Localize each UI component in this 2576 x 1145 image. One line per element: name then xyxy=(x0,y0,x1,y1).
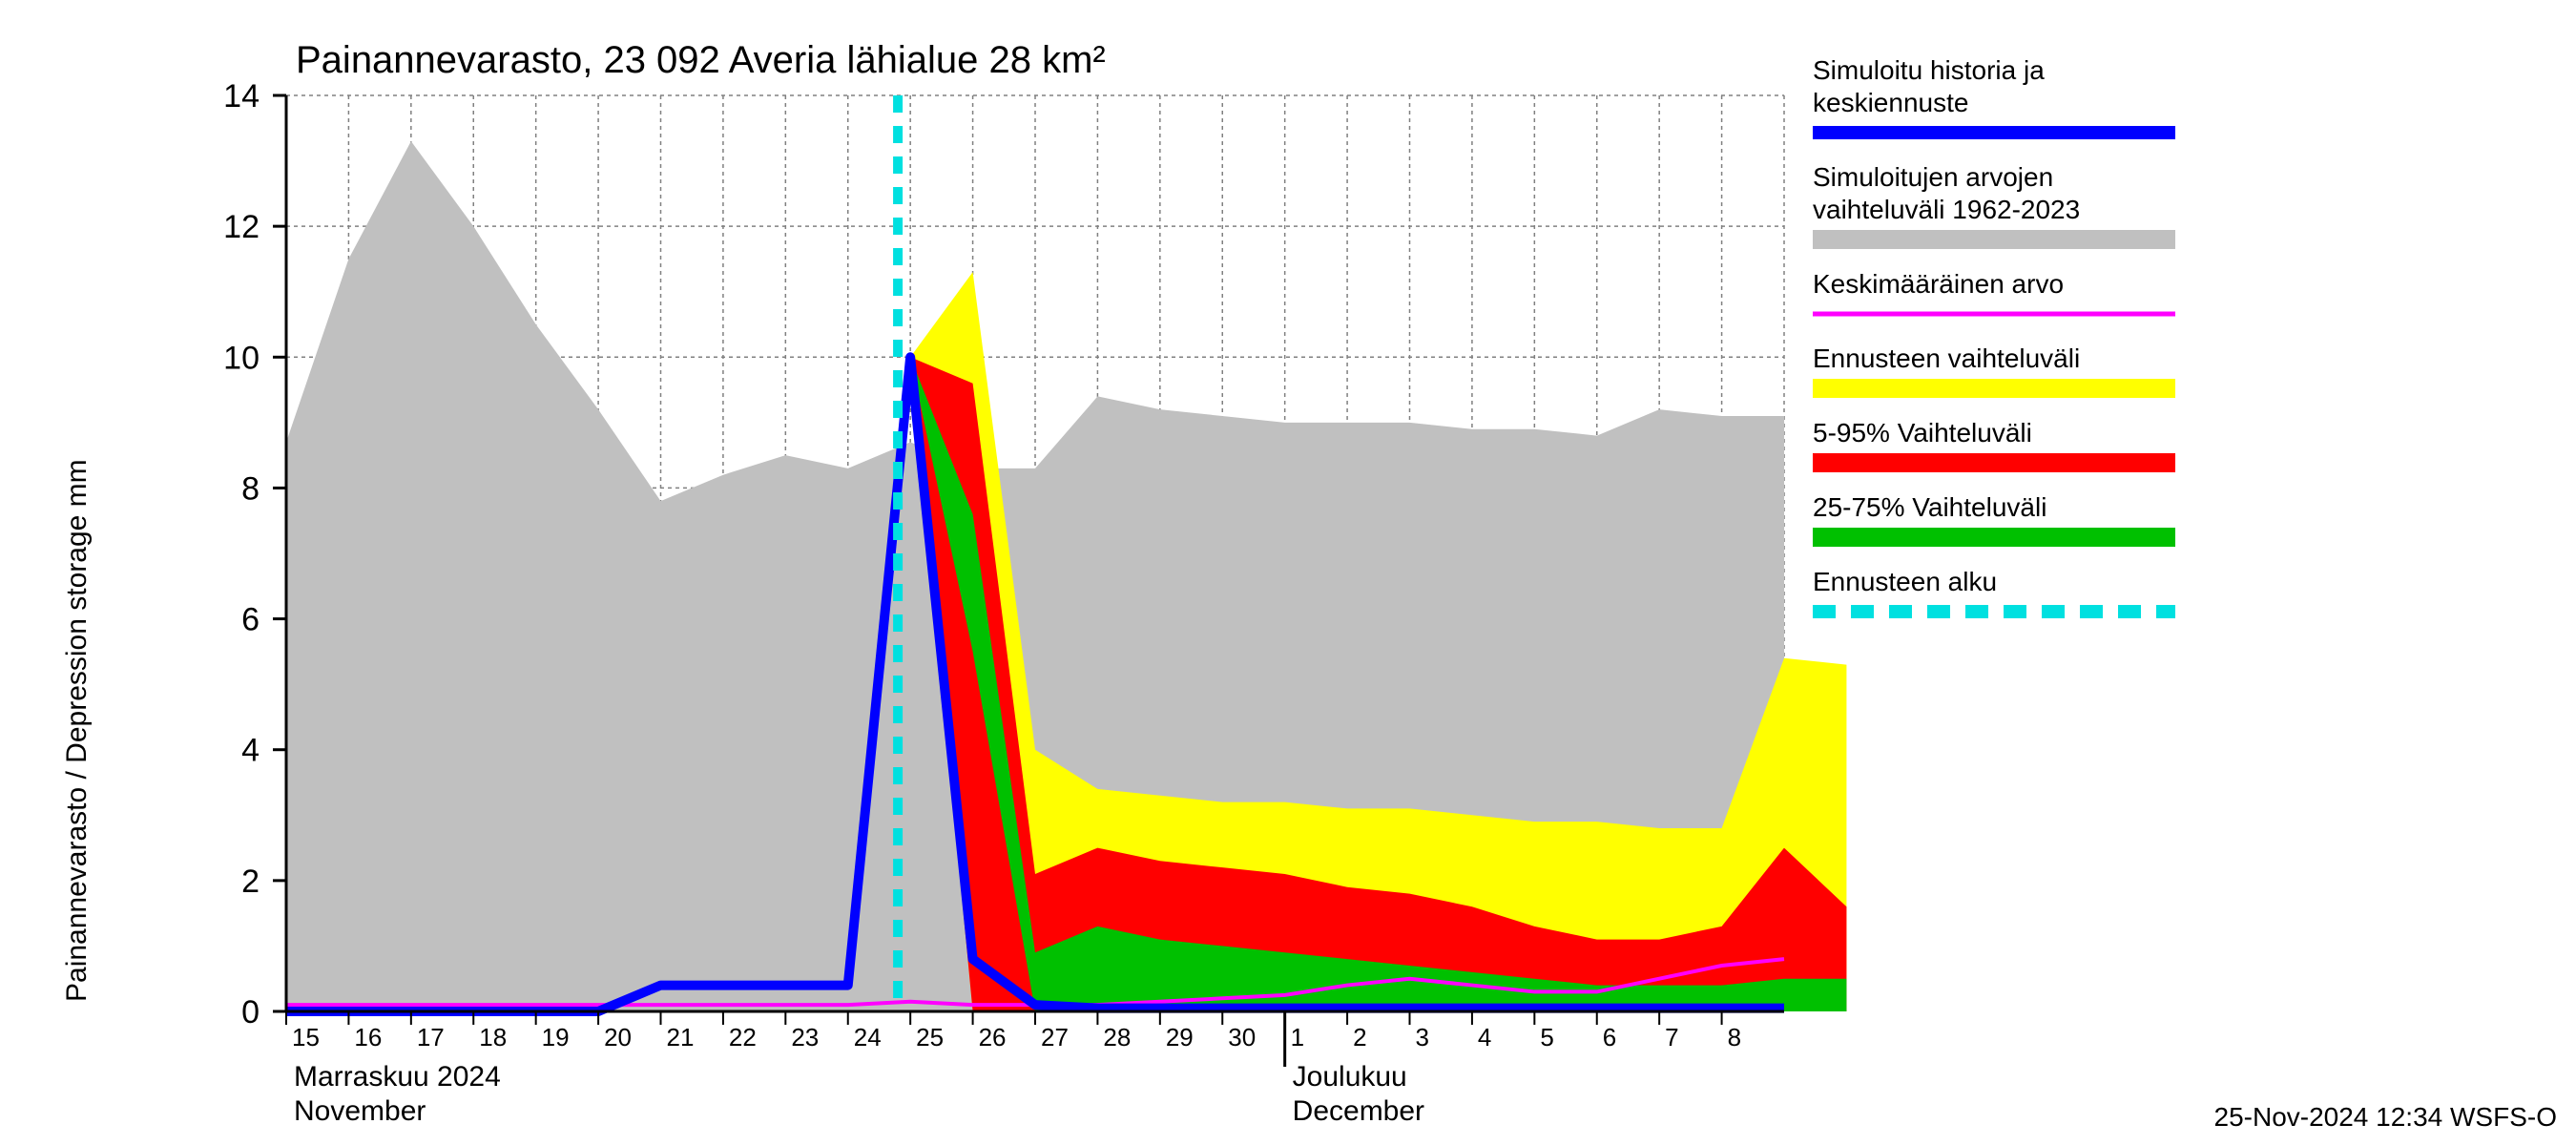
footer-timestamp: 25-Nov-2024 12:34 WSFS-O xyxy=(2214,1102,2558,1132)
svg-text:Joulukuu: Joulukuu xyxy=(1293,1061,1407,1093)
chart-container: 0246810121415161718192021222324252627282… xyxy=(0,0,2576,1145)
svg-text:30: 30 xyxy=(1228,1023,1256,1051)
svg-text:Simuloitu historia ja: Simuloitu historia ja xyxy=(1813,55,2045,85)
svg-text:5-95% Vaihteluväli: 5-95% Vaihteluväli xyxy=(1813,418,2032,448)
svg-text:Marraskuu 2024: Marraskuu 2024 xyxy=(294,1061,501,1093)
svg-text:27: 27 xyxy=(1041,1023,1069,1051)
svg-text:7: 7 xyxy=(1665,1023,1678,1051)
svg-text:19: 19 xyxy=(542,1023,570,1051)
svg-text:29: 29 xyxy=(1166,1023,1194,1051)
svg-text:keskiennuste: keskiennuste xyxy=(1813,88,1968,117)
svg-text:vaihteluväli 1962-2023: vaihteluväli 1962-2023 xyxy=(1813,195,2080,224)
svg-text:November: November xyxy=(294,1095,426,1127)
svg-text:Ennusteen alku: Ennusteen alku xyxy=(1813,567,1997,596)
svg-text:8: 8 xyxy=(1728,1023,1741,1051)
svg-text:24: 24 xyxy=(854,1023,882,1051)
svg-text:6: 6 xyxy=(1603,1023,1616,1051)
svg-text:22: 22 xyxy=(729,1023,757,1051)
svg-text:12: 12 xyxy=(223,209,260,245)
svg-text:23: 23 xyxy=(791,1023,819,1051)
svg-text:26: 26 xyxy=(979,1023,1007,1051)
chart-svg: 0246810121415161718192021222324252627282… xyxy=(0,0,2576,1145)
svg-text:20: 20 xyxy=(604,1023,632,1051)
svg-text:3: 3 xyxy=(1416,1023,1429,1051)
svg-text:Simuloitujen arvojen: Simuloitujen arvojen xyxy=(1813,162,2053,192)
svg-text:8: 8 xyxy=(241,470,260,507)
svg-text:14: 14 xyxy=(223,78,260,114)
svg-text:0: 0 xyxy=(241,994,260,1030)
svg-text:18: 18 xyxy=(479,1023,507,1051)
svg-text:28: 28 xyxy=(1103,1023,1131,1051)
svg-text:15: 15 xyxy=(292,1023,320,1051)
svg-text:December: December xyxy=(1293,1095,1424,1127)
svg-text:10: 10 xyxy=(223,340,260,376)
svg-text:4: 4 xyxy=(1478,1023,1491,1051)
svg-text:25: 25 xyxy=(916,1023,944,1051)
svg-text:1: 1 xyxy=(1291,1023,1304,1051)
svg-text:Keskimääräinen arvo: Keskimääräinen arvo xyxy=(1813,269,2064,299)
chart-title: Painannevarasto, 23 092 Averia lähialue … xyxy=(296,39,1106,81)
svg-text:4: 4 xyxy=(241,733,260,769)
svg-text:25-75% Vaihteluväli: 25-75% Vaihteluväli xyxy=(1813,492,2046,522)
svg-text:2: 2 xyxy=(241,864,260,900)
svg-text:16: 16 xyxy=(354,1023,382,1051)
svg-text:Ennusteen vaihteluväli: Ennusteen vaihteluväli xyxy=(1813,344,2080,373)
svg-text:17: 17 xyxy=(417,1023,445,1051)
svg-text:2: 2 xyxy=(1353,1023,1366,1051)
svg-text:6: 6 xyxy=(241,602,260,638)
svg-text:5: 5 xyxy=(1540,1023,1553,1051)
y-axis-label: Painannevarasto / Depression storage mm xyxy=(61,459,93,1002)
svg-text:21: 21 xyxy=(667,1023,695,1051)
